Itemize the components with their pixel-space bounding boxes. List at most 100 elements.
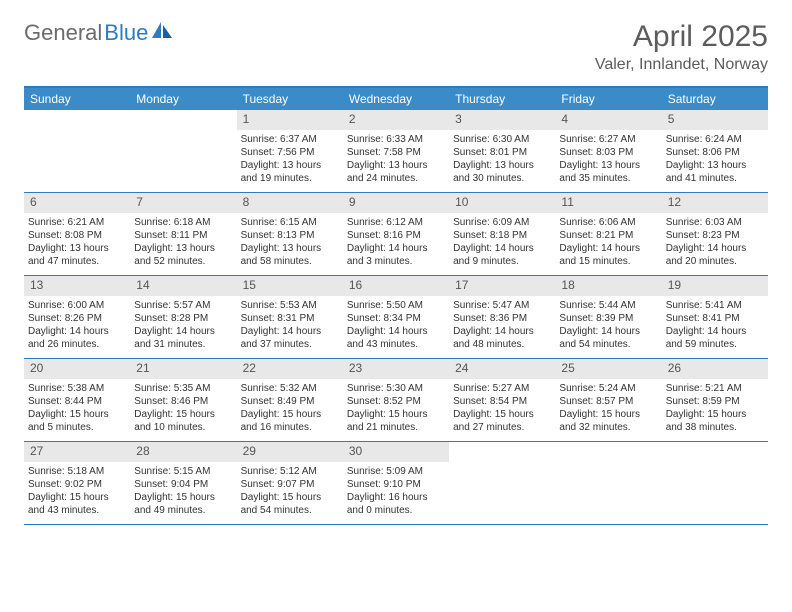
- day-body: Sunrise: 6:27 AMSunset: 8:03 PMDaylight:…: [555, 130, 661, 189]
- calendar-cell: [449, 442, 555, 524]
- sunset-text: Sunset: 9:07 PM: [241, 478, 339, 491]
- day-number: 24: [449, 359, 555, 379]
- calendar-cell: 29Sunrise: 5:12 AMSunset: 9:07 PMDayligh…: [237, 442, 343, 524]
- page-title: April 2025: [595, 20, 768, 54]
- calendar-cell: [555, 442, 661, 524]
- calendar-cell: 22Sunrise: 5:32 AMSunset: 8:49 PMDayligh…: [237, 359, 343, 441]
- daylight-text: Daylight: 15 hours and 21 minutes.: [347, 408, 445, 434]
- day-number: 29: [237, 442, 343, 462]
- calendar-cell: 23Sunrise: 5:30 AMSunset: 8:52 PMDayligh…: [343, 359, 449, 441]
- sunrise-text: Sunrise: 6:33 AM: [347, 133, 445, 146]
- calendar-cell: 2Sunrise: 6:33 AMSunset: 7:58 PMDaylight…: [343, 110, 449, 192]
- daylight-text: Daylight: 14 hours and 37 minutes.: [241, 325, 339, 351]
- calendar-cell: 20Sunrise: 5:38 AMSunset: 8:44 PMDayligh…: [24, 359, 130, 441]
- calendar-cell: 8Sunrise: 6:15 AMSunset: 8:13 PMDaylight…: [237, 193, 343, 275]
- day-body: Sunrise: 5:38 AMSunset: 8:44 PMDaylight:…: [24, 379, 130, 438]
- day-body: Sunrise: 6:00 AMSunset: 8:26 PMDaylight:…: [24, 296, 130, 355]
- daylight-text: Daylight: 14 hours and 3 minutes.: [347, 242, 445, 268]
- day-number-empty: [449, 442, 555, 462]
- sunrise-text: Sunrise: 5:09 AM: [347, 465, 445, 478]
- daylight-text: Daylight: 13 hours and 30 minutes.: [453, 159, 551, 185]
- day-body: Sunrise: 5:21 AMSunset: 8:59 PMDaylight:…: [662, 379, 768, 438]
- day-body: Sunrise: 6:06 AMSunset: 8:21 PMDaylight:…: [555, 213, 661, 272]
- sunset-text: Sunset: 8:23 PM: [666, 229, 764, 242]
- week-row: 1Sunrise: 6:37 AMSunset: 7:56 PMDaylight…: [24, 110, 768, 193]
- week-row: 27Sunrise: 5:18 AMSunset: 9:02 PMDayligh…: [24, 442, 768, 525]
- sunset-text: Sunset: 8:06 PM: [666, 146, 764, 159]
- logo-word2: Blue: [104, 20, 148, 46]
- dayheader-thursday: Thursday: [449, 88, 555, 110]
- sunrise-text: Sunrise: 5:21 AM: [666, 382, 764, 395]
- sunset-text: Sunset: 9:10 PM: [347, 478, 445, 491]
- sunrise-text: Sunrise: 6:15 AM: [241, 216, 339, 229]
- dayheader-tuesday: Tuesday: [237, 88, 343, 110]
- calendar-cell: 4Sunrise: 6:27 AMSunset: 8:03 PMDaylight…: [555, 110, 661, 192]
- sunset-text: Sunset: 8:13 PM: [241, 229, 339, 242]
- calendar-cell: 12Sunrise: 6:03 AMSunset: 8:23 PMDayligh…: [662, 193, 768, 275]
- sunset-text: Sunset: 8:41 PM: [666, 312, 764, 325]
- sunset-text: Sunset: 8:49 PM: [241, 395, 339, 408]
- sunrise-text: Sunrise: 6:27 AM: [559, 133, 657, 146]
- day-body: Sunrise: 6:09 AMSunset: 8:18 PMDaylight:…: [449, 213, 555, 272]
- day-number-empty: [662, 442, 768, 462]
- day-body: Sunrise: 5:32 AMSunset: 8:49 PMDaylight:…: [237, 379, 343, 438]
- day-number: 11: [555, 193, 661, 213]
- week-row: 6Sunrise: 6:21 AMSunset: 8:08 PMDaylight…: [24, 193, 768, 276]
- day-number: 4: [555, 110, 661, 130]
- logo-word1: General: [24, 20, 102, 46]
- sunrise-text: Sunrise: 5:32 AM: [241, 382, 339, 395]
- sunset-text: Sunset: 8:46 PM: [134, 395, 232, 408]
- day-body: Sunrise: 5:53 AMSunset: 8:31 PMDaylight:…: [237, 296, 343, 355]
- daylight-text: Daylight: 14 hours and 59 minutes.: [666, 325, 764, 351]
- page-subtitle: Valer, Innlandet, Norway: [595, 56, 768, 74]
- day-body: Sunrise: 5:18 AMSunset: 9:02 PMDaylight:…: [24, 462, 130, 521]
- daylight-text: Daylight: 16 hours and 0 minutes.: [347, 491, 445, 517]
- day-number-empty: [130, 110, 236, 130]
- day-number: 9: [343, 193, 449, 213]
- daylight-text: Daylight: 14 hours and 15 minutes.: [559, 242, 657, 268]
- day-body: Sunrise: 6:21 AMSunset: 8:08 PMDaylight:…: [24, 213, 130, 272]
- daylight-text: Daylight: 13 hours and 35 minutes.: [559, 159, 657, 185]
- calendar-cell: 24Sunrise: 5:27 AMSunset: 8:54 PMDayligh…: [449, 359, 555, 441]
- day-body: Sunrise: 5:41 AMSunset: 8:41 PMDaylight:…: [662, 296, 768, 355]
- daylight-text: Daylight: 15 hours and 16 minutes.: [241, 408, 339, 434]
- day-body: Sunrise: 6:33 AMSunset: 7:58 PMDaylight:…: [343, 130, 449, 189]
- sunrise-text: Sunrise: 6:18 AM: [134, 216, 232, 229]
- day-number: 3: [449, 110, 555, 130]
- calendar-cell: [130, 110, 236, 192]
- day-body: Sunrise: 6:15 AMSunset: 8:13 PMDaylight:…: [237, 213, 343, 272]
- week-row: 13Sunrise: 6:00 AMSunset: 8:26 PMDayligh…: [24, 276, 768, 359]
- day-number: 6: [24, 193, 130, 213]
- calendar-cell: 26Sunrise: 5:21 AMSunset: 8:59 PMDayligh…: [662, 359, 768, 441]
- day-body: Sunrise: 5:30 AMSunset: 8:52 PMDaylight:…: [343, 379, 449, 438]
- day-number: 28: [130, 442, 236, 462]
- daylight-text: Daylight: 15 hours and 49 minutes.: [134, 491, 232, 517]
- sunset-text: Sunset: 8:57 PM: [559, 395, 657, 408]
- calendar-cell: 19Sunrise: 5:41 AMSunset: 8:41 PMDayligh…: [662, 276, 768, 358]
- weeks-container: 1Sunrise: 6:37 AMSunset: 7:56 PMDaylight…: [24, 110, 768, 525]
- daylight-text: Daylight: 15 hours and 43 minutes.: [28, 491, 126, 517]
- dayheader-friday: Friday: [555, 88, 661, 110]
- daylight-text: Daylight: 15 hours and 27 minutes.: [453, 408, 551, 434]
- calendar-cell: 15Sunrise: 5:53 AMSunset: 8:31 PMDayligh…: [237, 276, 343, 358]
- calendar-cell: 14Sunrise: 5:57 AMSunset: 8:28 PMDayligh…: [130, 276, 236, 358]
- dayheader-saturday: Saturday: [662, 88, 768, 110]
- calendar-cell: 21Sunrise: 5:35 AMSunset: 8:46 PMDayligh…: [130, 359, 236, 441]
- day-body: Sunrise: 5:09 AMSunset: 9:10 PMDaylight:…: [343, 462, 449, 521]
- daylight-text: Daylight: 13 hours and 58 minutes.: [241, 242, 339, 268]
- day-number: 27: [24, 442, 130, 462]
- sunset-text: Sunset: 8:34 PM: [347, 312, 445, 325]
- calendar-cell: 10Sunrise: 6:09 AMSunset: 8:18 PMDayligh…: [449, 193, 555, 275]
- dayheader-row: Sunday Monday Tuesday Wednesday Thursday…: [24, 88, 768, 110]
- calendar-cell: 16Sunrise: 5:50 AMSunset: 8:34 PMDayligh…: [343, 276, 449, 358]
- sunrise-text: Sunrise: 6:30 AM: [453, 133, 551, 146]
- day-body: Sunrise: 6:30 AMSunset: 8:01 PMDaylight:…: [449, 130, 555, 189]
- daylight-text: Daylight: 14 hours and 48 minutes.: [453, 325, 551, 351]
- daylight-text: Daylight: 14 hours and 9 minutes.: [453, 242, 551, 268]
- calendar-cell: 3Sunrise: 6:30 AMSunset: 8:01 PMDaylight…: [449, 110, 555, 192]
- day-number: 16: [343, 276, 449, 296]
- day-number: 18: [555, 276, 661, 296]
- calendar: Sunday Monday Tuesday Wednesday Thursday…: [24, 86, 768, 525]
- day-body: Sunrise: 5:24 AMSunset: 8:57 PMDaylight:…: [555, 379, 661, 438]
- calendar-cell: 27Sunrise: 5:18 AMSunset: 9:02 PMDayligh…: [24, 442, 130, 524]
